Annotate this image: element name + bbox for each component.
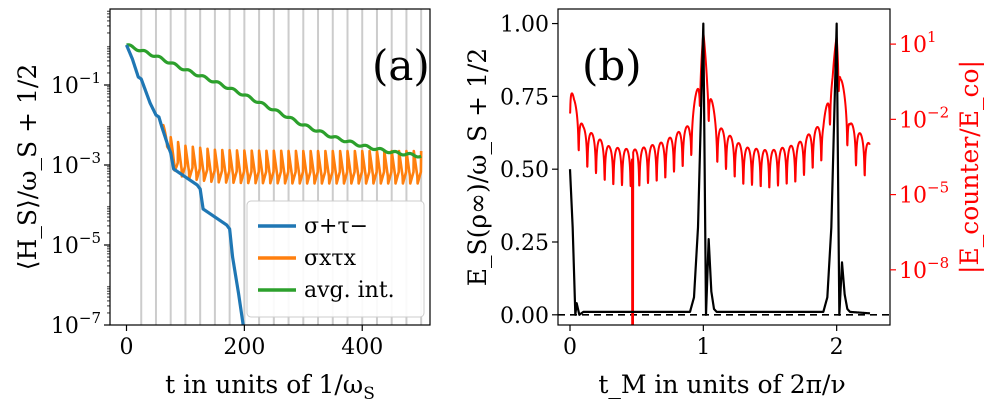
series-sigma-plus-tau-minus xyxy=(125,44,245,325)
y-left-tick-label: 1.00 xyxy=(500,13,549,38)
panel-b-ylabel-left: E_S(ρ∞)/ω_S + 1/2 xyxy=(463,48,492,286)
panel-a-ticks: 0 200 400 10−1 10−3 10−5 10−7 xyxy=(51,10,383,360)
y-left-tick-label: 0.00 xyxy=(500,304,549,329)
y-tick-label: 10−5 xyxy=(51,229,101,259)
legend-label-avg-int: avg. int. xyxy=(304,278,395,303)
panel-a: 0 200 400 10−1 10−3 10−5 10−7 (a) σ+τ− σxτx av… xyxy=(13,8,431,404)
panel-a-series xyxy=(125,43,423,325)
panel-b-series xyxy=(558,22,890,325)
panel-b-label: (b) xyxy=(582,41,642,90)
panel-b-xlabel: t_M in units of 2π/ν xyxy=(598,370,845,399)
series-system-energy xyxy=(568,22,871,316)
panel-b-ylabel-right: |E_counter/E_co| xyxy=(955,60,985,274)
y-right-tick-label: 101 xyxy=(899,28,937,58)
x-tick-label: 2 xyxy=(830,335,844,360)
y-left-tick-label: 0.25 xyxy=(500,231,549,256)
y-right-tick-label: 10−5 xyxy=(899,179,949,209)
x-tick-label: 200 xyxy=(223,335,265,360)
series-counter-over-co-ratio xyxy=(569,32,871,325)
x-tick-label: 1 xyxy=(696,335,710,360)
y-left-tick-label: 0.50 xyxy=(500,158,549,183)
legend-label-sigma-x-tau-x: σxτx xyxy=(304,246,357,271)
y-tick-label: 10−1 xyxy=(51,69,101,99)
panel-a-legend: σ+τ− σxτx avg. int. xyxy=(246,200,425,318)
legend-box xyxy=(246,200,425,318)
panel-a-label: (a) xyxy=(372,41,430,90)
panel-b: 0 1 2 0.00 0.25 0.50 0.75 1.00 101 10−2 10−5 10−8 (… xyxy=(463,8,985,399)
panel-b-frame xyxy=(557,8,891,326)
panel-b-ticks: 0 1 2 0.00 0.25 0.50 0.75 1.00 101 10−2 10−5 10−8 xyxy=(500,13,949,360)
y-tick-label: 10−7 xyxy=(51,309,101,339)
panel-a-ylabel: ⟨H_S⟩/ω_S + 1/2 xyxy=(13,64,42,270)
y-left-tick-label: 0.75 xyxy=(500,85,549,110)
x-tick-label: 400 xyxy=(341,335,383,360)
y-right-tick-label: 10−8 xyxy=(899,254,949,284)
series-avg-int xyxy=(125,43,423,159)
legend-label-sigma-plus-tau-minus: σ+τ− xyxy=(304,214,368,239)
panel-a-xlabel: t in units of 1/ωS xyxy=(165,370,375,404)
x-tick-label: 0 xyxy=(563,335,577,360)
y-right-tick-label: 10−2 xyxy=(899,103,949,133)
y-tick-label: 10−3 xyxy=(51,149,101,179)
x-tick-label: 0 xyxy=(120,335,134,360)
